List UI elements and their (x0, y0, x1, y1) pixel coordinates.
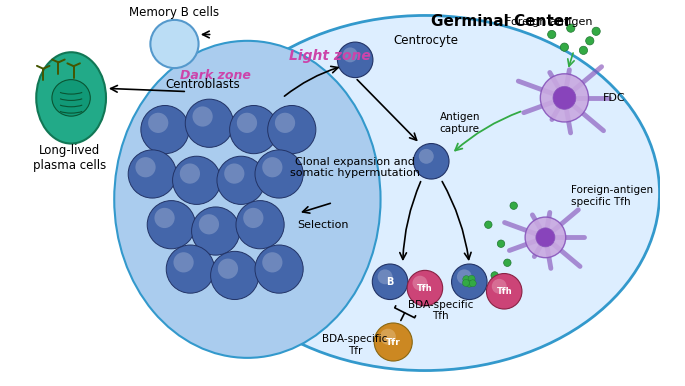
Circle shape (151, 20, 199, 68)
Ellipse shape (52, 80, 90, 116)
Circle shape (237, 113, 257, 133)
Circle shape (510, 202, 517, 209)
Text: Tfh: Tfh (497, 287, 512, 296)
Circle shape (586, 37, 594, 45)
Circle shape (173, 156, 221, 205)
Circle shape (492, 279, 507, 294)
Circle shape (560, 43, 569, 51)
Circle shape (148, 113, 169, 133)
Circle shape (503, 259, 511, 266)
Text: Tfr: Tfr (386, 337, 401, 347)
Circle shape (128, 150, 176, 198)
Circle shape (262, 157, 282, 177)
Circle shape (497, 240, 505, 247)
Circle shape (262, 252, 282, 273)
Circle shape (466, 280, 473, 287)
Circle shape (469, 280, 476, 287)
Circle shape (185, 99, 234, 147)
Text: Dark zone: Dark zone (180, 69, 251, 82)
Text: Antigen
capture: Antigen capture (440, 112, 480, 134)
Text: BDA-specific
Tfr: BDA-specific Tfr (323, 334, 388, 356)
Text: Foreign antigen: Foreign antigen (506, 17, 593, 27)
Text: BDA-specific
Tfh: BDA-specific Tfh (408, 300, 473, 321)
Circle shape (468, 275, 475, 282)
Circle shape (462, 279, 469, 286)
Circle shape (407, 270, 443, 306)
Text: Light zone: Light zone (289, 49, 371, 63)
Circle shape (373, 264, 408, 300)
Text: Germinal Center: Germinal Center (431, 14, 571, 29)
Ellipse shape (36, 52, 106, 144)
Circle shape (451, 264, 487, 300)
Ellipse shape (114, 41, 381, 358)
Circle shape (380, 329, 396, 345)
Circle shape (374, 323, 412, 361)
Text: B: B (466, 277, 473, 287)
Circle shape (217, 156, 265, 205)
Text: B: B (386, 277, 394, 287)
Circle shape (199, 214, 219, 234)
Circle shape (342, 47, 358, 62)
Text: Tfh: Tfh (417, 284, 433, 293)
Text: Selection: Selection (298, 220, 349, 230)
Circle shape (179, 163, 200, 184)
Circle shape (173, 252, 194, 273)
Circle shape (580, 46, 588, 54)
Circle shape (224, 163, 245, 184)
Circle shape (536, 228, 555, 247)
Circle shape (210, 251, 259, 300)
Circle shape (414, 144, 449, 179)
Circle shape (486, 274, 522, 309)
Circle shape (338, 42, 373, 78)
Circle shape (255, 150, 303, 198)
Circle shape (377, 269, 393, 284)
Circle shape (547, 30, 556, 39)
Circle shape (592, 27, 600, 36)
Circle shape (136, 157, 155, 177)
Circle shape (166, 245, 214, 293)
Text: Centrocyte: Centrocyte (393, 34, 458, 47)
Circle shape (147, 201, 195, 249)
Circle shape (275, 113, 295, 133)
Text: Centroblasts: Centroblasts (166, 78, 240, 91)
Circle shape (192, 107, 213, 127)
Circle shape (268, 105, 316, 154)
Circle shape (412, 276, 427, 291)
Ellipse shape (190, 15, 660, 371)
Circle shape (566, 24, 575, 32)
Circle shape (255, 245, 303, 293)
Circle shape (218, 259, 238, 279)
Text: Long-lived
plasma cells: Long-lived plasma cells (34, 144, 106, 172)
Circle shape (419, 149, 434, 164)
Text: Clonal expansion and
somatic hypermutation: Clonal expansion and somatic hypermutati… (290, 157, 420, 178)
Circle shape (553, 86, 576, 109)
Circle shape (491, 272, 499, 279)
Text: FDC: FDC (603, 93, 625, 103)
Circle shape (457, 269, 472, 284)
Circle shape (192, 207, 240, 255)
Text: Memory B cells: Memory B cells (129, 6, 219, 19)
Circle shape (484, 221, 492, 229)
Circle shape (236, 201, 284, 249)
Circle shape (525, 217, 566, 258)
Circle shape (463, 276, 470, 283)
Text: Foreign-antigen
specific Tfh: Foreign-antigen specific Tfh (571, 185, 653, 207)
Circle shape (540, 74, 588, 122)
Circle shape (243, 208, 264, 228)
Circle shape (154, 208, 175, 228)
Circle shape (141, 105, 189, 154)
Circle shape (229, 105, 278, 154)
